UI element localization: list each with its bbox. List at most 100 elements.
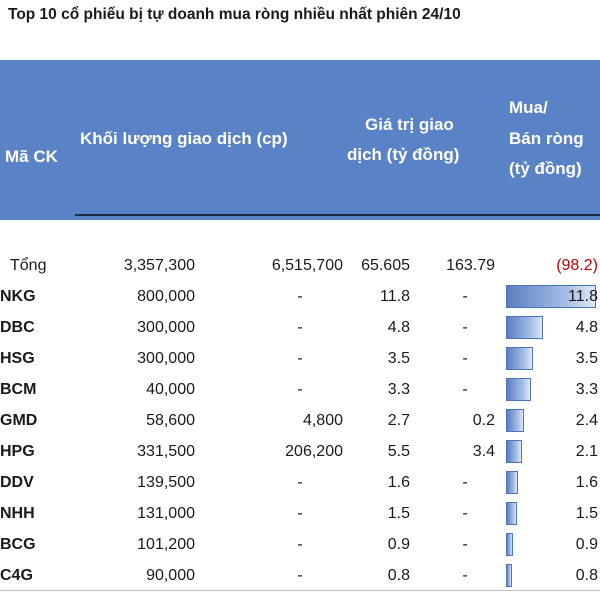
header-code: Mã CK	[5, 147, 58, 166]
net-value: 0.9	[575, 536, 598, 553]
volume-sell: -	[297, 567, 303, 584]
net-bar	[506, 502, 518, 525]
total-label: Tổng	[10, 257, 47, 274]
value-sell: -	[462, 350, 468, 367]
value-sell: -	[462, 536, 468, 553]
value-buy: 2.7	[387, 412, 410, 429]
value-buy: 0.8	[387, 567, 410, 584]
value-buy: 0.9	[387, 536, 410, 553]
value-sell: -	[462, 381, 468, 398]
net-bar	[506, 440, 523, 463]
header-val-sell: Bán	[441, 222, 475, 241]
stock-code: DDV	[0, 474, 34, 491]
value-buy: 3.5	[387, 350, 410, 367]
stock-code: DBC	[0, 319, 35, 336]
net-value: 4.8	[575, 319, 598, 336]
stock-code: BCG	[0, 536, 36, 553]
header-net-line1: Mua/	[509, 98, 548, 117]
volume-sell: -	[297, 288, 303, 305]
table-row: DDV 139,500 - 1.6 - 1.6	[0, 467, 600, 498]
page-title: Top 10 cổ phiếu bị tự doanh mua ròng nhi…	[8, 6, 461, 23]
stock-code: GMD	[0, 412, 38, 429]
header-vol-buy: Mua	[128, 222, 162, 241]
total-vol-sell: 6,515,700	[271, 257, 343, 274]
net-bar	[506, 347, 533, 370]
table-row: HPG 331,500 206,200 5.5 3.4 2.1	[0, 436, 600, 467]
volume-buy: 331,500	[137, 443, 195, 460]
value-sell: 3.4	[472, 443, 495, 460]
table-row: NKG 800,000 - 11.8 - 11.8	[0, 281, 600, 312]
net-value: 11.8	[568, 288, 598, 305]
net-bar	[506, 378, 532, 401]
net-value: 2.4	[575, 412, 598, 429]
total-val-buy: 65.605	[361, 257, 410, 274]
stock-code: HSG	[0, 350, 35, 367]
net-bar	[506, 285, 596, 308]
stock-code: BCM	[0, 381, 37, 398]
header-value-line1: Giá trị giao	[365, 115, 454, 134]
value-sell: -	[462, 474, 468, 491]
volume-buy: 300,000	[137, 350, 195, 367]
stock-code: NKG	[0, 288, 36, 305]
value-sell: -	[462, 288, 468, 305]
value-buy: 1.5	[387, 505, 410, 522]
volume-buy: 300,000	[137, 319, 195, 336]
net-value: 2.1	[575, 443, 598, 460]
total-net: (98.2)	[556, 257, 598, 274]
value-sell: 0.2	[472, 412, 495, 429]
volume-sell: -	[297, 505, 303, 522]
stock-code: HPG	[0, 443, 35, 460]
header-volume: Khối lượng giao dịch (cp)	[80, 129, 288, 148]
table-row: GMD 58,600 4,800 2.7 0.2 2.4	[0, 405, 600, 436]
net-value: 3.3	[575, 381, 598, 398]
volume-buy: 40,000	[146, 381, 195, 398]
total-val-sell: 163.79	[446, 257, 495, 274]
volume-buy: 90,000	[146, 567, 195, 584]
header-divider	[75, 214, 600, 216]
volume-buy: 131,000	[137, 505, 195, 522]
volume-buy: 800,000	[137, 288, 195, 305]
value-buy: 5.5	[387, 443, 410, 460]
table-row: HSG 300,000 - 3.5 - 3.5	[0, 343, 600, 374]
value-sell: -	[462, 319, 468, 336]
value-buy: 11.8	[380, 288, 410, 305]
table-row: BCG 101,200 - 0.9 - 0.9	[0, 529, 600, 560]
value-buy: 1.6	[387, 474, 410, 491]
total-row: Tổng 3,357,300 6,515,700 65.605 163.79 (…	[0, 250, 600, 281]
value-buy: 4.8	[387, 319, 410, 336]
volume-sell: 4,800	[302, 412, 343, 429]
net-value: 1.5	[575, 505, 598, 522]
value-sell: -	[462, 567, 468, 584]
volume-sell: -	[297, 474, 303, 491]
volume-sell: -	[297, 319, 303, 336]
stock-code: C4G	[0, 567, 33, 584]
header-vol-sell: Bán	[253, 222, 287, 241]
bottom-divider	[0, 590, 600, 591]
total-vol-buy: 3,357,300	[123, 257, 195, 274]
table-row: BCM 40,000 - 3.3 - 3.3	[0, 374, 600, 405]
volume-buy: 101,200	[137, 536, 195, 553]
header-net-line2: Bán ròng	[509, 129, 584, 148]
value-buy: 3.3	[387, 381, 410, 398]
net-value: 1.6	[575, 474, 598, 491]
volume-sell: -	[297, 381, 303, 398]
volume-sell: 206,200	[285, 443, 343, 460]
net-bar	[506, 564, 513, 587]
table-header: Mã CK Khối lượng giao dịch (cp) Giá trị …	[0, 60, 600, 241]
header-net-line3: (tỷ đồng)	[509, 159, 582, 178]
volume-sell: -	[297, 350, 303, 367]
volume-buy: 58,600	[146, 412, 195, 429]
stock-code: NHH	[0, 505, 35, 522]
header-val-buy: Mua	[363, 222, 397, 241]
volume-buy: 139,500	[137, 474, 195, 491]
value-sell: -	[462, 505, 468, 522]
table-row: C4G 90,000 - 0.8 - 0.8	[0, 560, 600, 591]
table-row: DBC 300,000 - 4.8 - 4.8	[0, 312, 600, 343]
net-value: 0.8	[575, 567, 598, 584]
net-bar	[506, 316, 543, 339]
header-value-line2: dịch (tỷ đồng)	[347, 145, 460, 164]
table-row: NHH 131,000 - 1.5 - 1.5	[0, 498, 600, 529]
volume-sell: -	[297, 536, 303, 553]
net-bar	[506, 533, 513, 556]
net-bar	[506, 471, 519, 494]
